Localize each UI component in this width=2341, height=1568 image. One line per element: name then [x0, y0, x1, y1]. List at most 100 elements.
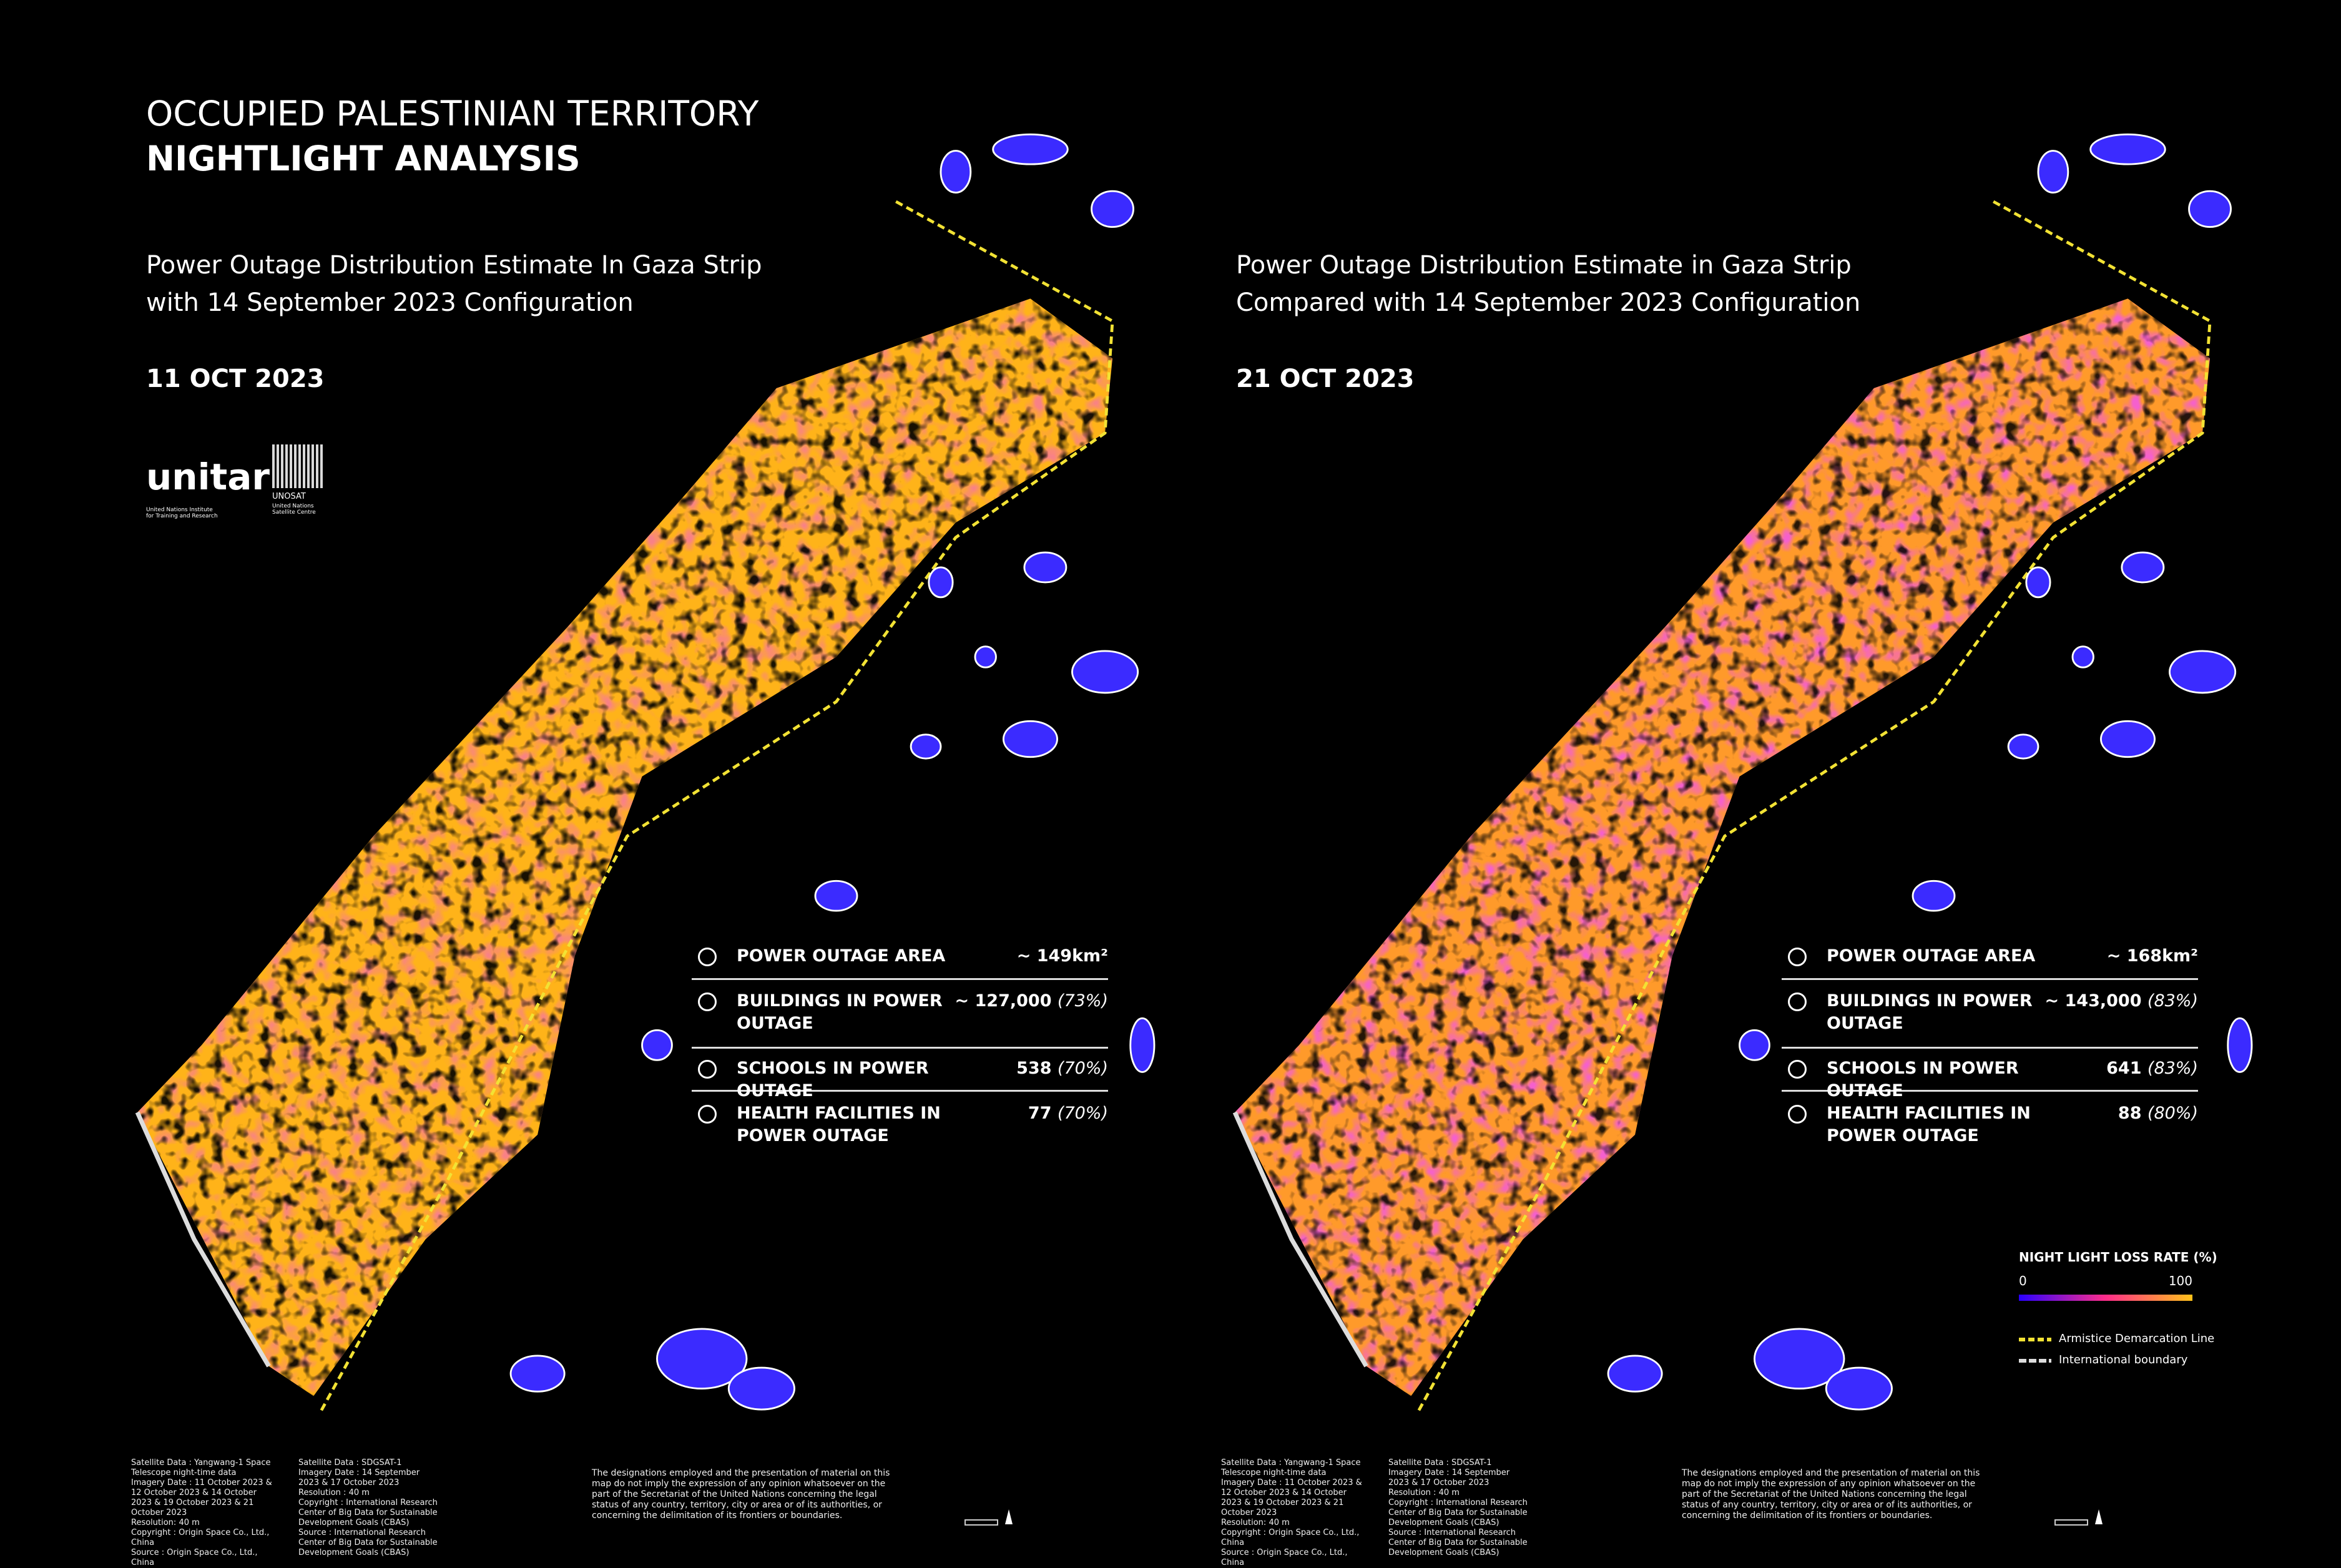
- stat-icon: [1788, 1105, 1807, 1124]
- stat-label: HEALTH FACILITIES IN POWER OUTAGE: [1827, 1104, 2031, 1145]
- stat-icon: [698, 992, 717, 1011]
- stat-percent: (73%): [1057, 991, 1108, 1011]
- stat-label: POWER OUTAGE AREA: [1827, 946, 2036, 966]
- stat-icon: [698, 1060, 717, 1079]
- footer-line: Source : Origin Space Co., Ltd., China: [131, 1548, 258, 1567]
- stat-percent: (70%): [1057, 1104, 1108, 1123]
- north-arrow: [2095, 1509, 2103, 1524]
- stat-gap: [2142, 1059, 2147, 1078]
- north-arrow: [1005, 1509, 1013, 1524]
- stat-number: 641: [2106, 1059, 2142, 1078]
- stat-gap: [1052, 1059, 1058, 1078]
- footer-line: Satellite Data : SDGSAT-1: [1388, 1458, 1492, 1468]
- legend-gradient: [2019, 1295, 2192, 1301]
- stat-number: ~ 149km²: [1016, 946, 1108, 966]
- unosat-mark: [272, 444, 323, 488]
- legend-title: NIGHT LIGHT LOSS RATE (%): [2019, 1250, 2217, 1265]
- stat-label: SCHOOLS IN POWER OUTAGE: [737, 1059, 929, 1100]
- footer-line: Source : International Research Center o…: [1388, 1528, 1528, 1557]
- stat-number: 88: [2118, 1104, 2142, 1123]
- separator: [692, 1090, 1108, 1092]
- stat-icon: [1788, 948, 1807, 966]
- stat-icon: [1788, 1060, 1807, 1079]
- stat-value: ~ 143,000 (83%): [2045, 990, 2199, 1012]
- footer-col2: Satellite Data : SDGSAT-1 Imagery Date : …: [1388, 1458, 1532, 1558]
- stat-icon: [698, 1105, 717, 1124]
- stat-value: ~ 149km²: [1017, 945, 1108, 968]
- stat-label: HEALTH FACILITIES IN POWER OUTAGE: [737, 1104, 941, 1145]
- left-map: [135, 133, 1156, 1412]
- stat-gap: [2142, 991, 2147, 1011]
- disclaimer: The designations employed and the presen…: [1682, 1468, 1980, 1521]
- scale-bar: [2054, 1519, 2088, 1526]
- footer-col1: Satellite Data : Yangwang-1 Space Telesc…: [131, 1458, 275, 1568]
- footer-col1: Satellite Data : Yangwang-1 Space Telesc…: [1221, 1458, 1365, 1568]
- stat-label: BUILDINGS IN POWER OUTAGE: [1827, 991, 2033, 1033]
- footer-line: Copyright : International Research Cente…: [1388, 1498, 1528, 1527]
- footer-line: Satellite Data : SDGSAT-1: [298, 1458, 402, 1468]
- stat-gap: [1052, 991, 1058, 1011]
- title-line2: NIGHTLIGHT ANALYSIS: [146, 139, 581, 179]
- footer-line: Imagery Date : 11 October 2023 & 12 Octo…: [1221, 1478, 1362, 1517]
- stat-gap: [2142, 1104, 2147, 1123]
- legend-min: 0: [2019, 1273, 2027, 1288]
- stat-number: ~ 127,000: [955, 991, 1052, 1011]
- unitar-logo: unitar: [146, 456, 270, 498]
- stat-icon: [1788, 992, 1807, 1011]
- footer-line: Imagery Date : 14 September 2023 & 17 Oc…: [1388, 1468, 1510, 1487]
- unitar-subtitle: United Nations Institute for Training an…: [146, 507, 218, 519]
- unosat-logo: UNOSAT: [272, 492, 306, 501]
- title-line1: OCCUPIED PALESTINIAN TERRITORY: [146, 94, 759, 134]
- stat-label: SCHOOLS IN POWER OUTAGE: [1827, 1059, 2019, 1100]
- stat-number: 77: [1028, 1104, 1052, 1123]
- stat-label: BUILDINGS IN POWER OUTAGE: [737, 991, 943, 1033]
- separator: [1782, 1047, 2198, 1049]
- stat-value: ~ 127,000 (73%): [955, 990, 1109, 1012]
- unosat-subtitle: United Nations Satellite Centre: [272, 503, 316, 516]
- separator: [1782, 978, 2198, 980]
- footer-line: Satellite Data : Yangwang-1 Space Telesc…: [1221, 1458, 1361, 1477]
- stat-label: POWER OUTAGE AREA: [737, 946, 946, 966]
- stat-value: ~ 168km²: [2107, 945, 2198, 968]
- scale-bar: [964, 1519, 998, 1526]
- stat-value: 88 (80%): [2118, 1102, 2198, 1125]
- stat-value: 538 (70%): [1016, 1057, 1108, 1080]
- footer-line: Source : International Research Center o…: [298, 1528, 438, 1557]
- disclaimer: The designations employed and the presen…: [592, 1468, 890, 1521]
- stat-number: ~ 143,000: [2044, 991, 2142, 1011]
- footer-line: Resolution: 40 m: [131, 1518, 200, 1527]
- stat-value: 77 (70%): [1028, 1102, 1108, 1125]
- footer-line: Resolution : 40 m: [1388, 1488, 1460, 1497]
- footer-line: Copyright : Origin Space Co., Ltd., Chin…: [1221, 1528, 1360, 1547]
- separator: [692, 978, 1108, 980]
- right-map: [1232, 133, 2253, 1412]
- footer-line: Satellite Data : Yangwang-1 Space Telesc…: [131, 1458, 271, 1477]
- subtitle: Compared with 14 September 2023 Configur…: [1236, 288, 1861, 317]
- separator: [692, 1047, 1108, 1049]
- legend-max: 100: [2168, 1273, 2192, 1288]
- footer-line: Imagery Date : 11 October 2023 & 12 Octo…: [131, 1478, 272, 1517]
- stat-number: 538: [1016, 1059, 1052, 1078]
- date: 11 OCT 2023: [146, 365, 325, 393]
- footer-line: Copyright : Origin Space Co., Ltd., Chin…: [131, 1528, 270, 1547]
- stat-value: 641 (83%): [2106, 1057, 2198, 1080]
- legend-armistice: Armistice Demarcation Line: [2059, 1332, 2215, 1345]
- legend-boundary: International boundary: [2059, 1353, 2188, 1366]
- footer-col2: Satellite Data : SDGSAT-1 Imagery Date : …: [298, 1458, 442, 1558]
- footer-line: Resolution : 40 m: [298, 1488, 370, 1497]
- subtitle: Power Outage Distribution Estimate in Ga…: [1236, 251, 1852, 280]
- subtitle: Power Outage Distribution Estimate In Ga…: [146, 251, 762, 280]
- footer-line: Resolution: 40 m: [1221, 1518, 1290, 1527]
- separator: [1782, 1090, 2198, 1092]
- stat-percent: (70%): [1057, 1059, 1108, 1078]
- date: 21 OCT 2023: [1236, 365, 1415, 393]
- stat-percent: (83%): [2147, 991, 2198, 1011]
- stat-percent: (80%): [2147, 1104, 2198, 1123]
- stat-gap: [1052, 1104, 1058, 1123]
- stat-icon: [698, 948, 717, 966]
- stat-percent: (83%): [2147, 1059, 2198, 1078]
- stat-number: ~ 168km²: [2106, 946, 2198, 966]
